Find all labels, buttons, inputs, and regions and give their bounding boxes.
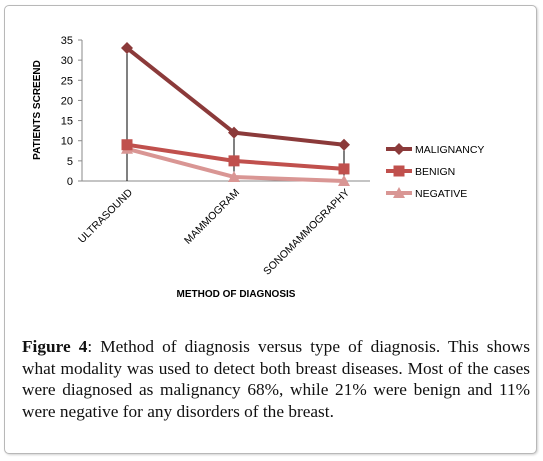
- data-point-benign: [338, 163, 350, 175]
- legend-marker-benign: [393, 165, 405, 177]
- x-tick-label: SONOMAMMOGRAPHY: [261, 187, 352, 278]
- y-ticks: 0 5 10 15 20 25 30 35: [61, 35, 82, 188]
- y-tick-label: 25: [61, 75, 73, 87]
- data-point-benign: [228, 155, 240, 167]
- x-axis-title: METHOD OF DIAGNOSIS: [177, 289, 296, 300]
- data-point-negative: [228, 170, 240, 182]
- series-group: [121, 42, 350, 186]
- legend-marker-malignancy: [393, 143, 405, 155]
- figure-frame: [4, 5, 537, 454]
- y-tick-label: 20: [61, 95, 73, 107]
- caption-text: : Method of diagnosis versus type of dia…: [22, 337, 530, 421]
- y-tick-label: 15: [61, 116, 73, 128]
- y-tick-label: 5: [67, 156, 73, 168]
- y-tick-label: 30: [61, 55, 73, 67]
- x-ticks: ULTRASOUND MAMMOGRAM SONOMAMMOGRAPHY: [76, 186, 352, 277]
- y-tick-label: 35: [61, 35, 73, 47]
- legend-marker-negative: [393, 187, 405, 198]
- y-tick-label: 0: [67, 176, 73, 188]
- legend-label-negative: NEGATIVE: [415, 188, 467, 200]
- data-point-malignancy: [228, 126, 240, 139]
- x-tick-label: MAMMOGRAM: [182, 187, 242, 247]
- legend-label-malignancy: MALIGNANCY: [415, 144, 484, 156]
- data-point-malignancy: [121, 42, 133, 55]
- y-axis-title: PATIENTS SCREEND: [32, 60, 43, 160]
- caption-label: Figure 4: [22, 337, 88, 356]
- data-point-benign: [121, 139, 133, 151]
- x-tick-label: ULTRASOUND: [76, 186, 135, 245]
- line-chart: 0 5 10 15 20 25 30 35 ULTRASOUND MAMMOGRAM SONOMA…: [32, 35, 484, 300]
- data-point-negative: [338, 175, 350, 186]
- y-tick-label: 10: [61, 136, 73, 148]
- data-point-malignancy: [338, 138, 350, 151]
- legend: MALIGNANCY BENIGN NEGATIVE: [386, 143, 484, 200]
- figure-caption: Figure 4: Method of diagnosis versus typ…: [22, 336, 530, 422]
- legend-label-benign: BENIGN: [415, 166, 455, 178]
